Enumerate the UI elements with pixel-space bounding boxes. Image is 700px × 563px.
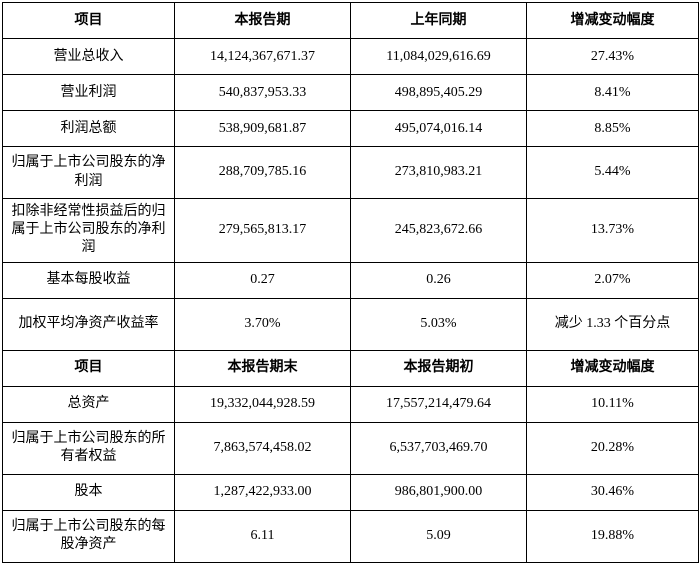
table-row: 基本每股收益0.270.262.07% <box>3 262 699 298</box>
table-cell: 11,084,029,616.69 <box>351 39 527 75</box>
table-cell: 5.44% <box>527 147 699 199</box>
table-cell: 986,801,900.00 <box>351 474 527 510</box>
table-cell: 增减变动幅度 <box>527 3 699 39</box>
table-cell: 扣除非经常性损益后的归属于上市公司股东的净利润 <box>3 199 175 263</box>
table-cell: 538,909,681.87 <box>175 111 351 147</box>
table-row: 归属于上市公司股东的所有者权益7,863,574,458.026,537,703… <box>3 422 699 474</box>
table-cell: 7,863,574,458.02 <box>175 422 351 474</box>
table-cell: 288,709,785.16 <box>175 147 351 199</box>
table-cell: 本报告期初 <box>351 350 527 386</box>
table-cell: 6.11 <box>175 510 351 562</box>
table-cell: 0.26 <box>351 262 527 298</box>
table-row: 股本1,287,422,933.00986,801,900.0030.46% <box>3 474 699 510</box>
table-cell: 营业利润 <box>3 75 175 111</box>
table-cell: 本报告期末 <box>175 350 351 386</box>
table-header-row: 项目本报告期末本报告期初增减变动幅度 <box>3 350 699 386</box>
table-row: 营业利润540,837,953.33498,895,405.298.41% <box>3 75 699 111</box>
table-cell: 1,287,422,933.00 <box>175 474 351 510</box>
table-cell: 2.07% <box>527 262 699 298</box>
table-cell: 17,557,214,479.64 <box>351 386 527 422</box>
table-cell: 19.88% <box>527 510 699 562</box>
table-cell: 5.03% <box>351 298 527 350</box>
table-cell: 14,124,367,671.37 <box>175 39 351 75</box>
table-cell: 归属于上市公司股东的每股净资产 <box>3 510 175 562</box>
table-row: 利润总额538,909,681.87495,074,016.148.85% <box>3 111 699 147</box>
table-cell: 归属于上市公司股东的净利润 <box>3 147 175 199</box>
table-cell: 8.85% <box>527 111 699 147</box>
table-row: 营业总收入14,124,367,671.3711,084,029,616.692… <box>3 39 699 75</box>
table-cell: 利润总额 <box>3 111 175 147</box>
financial-table: 项目本报告期上年同期增减变动幅度营业总收入14,124,367,671.3711… <box>2 2 699 563</box>
table-cell: 营业总收入 <box>3 39 175 75</box>
table-cell: 6,537,703,469.70 <box>351 422 527 474</box>
table-cell: 5.09 <box>351 510 527 562</box>
table-cell: 19,332,044,928.59 <box>175 386 351 422</box>
table-cell: 245,823,672.66 <box>351 199 527 263</box>
table-cell: 540,837,953.33 <box>175 75 351 111</box>
table-cell: 股本 <box>3 474 175 510</box>
table-cell: 本报告期 <box>175 3 351 39</box>
table-cell: 归属于上市公司股东的所有者权益 <box>3 422 175 474</box>
table-cell: 495,074,016.14 <box>351 111 527 147</box>
table-cell: 8.41% <box>527 75 699 111</box>
table-cell: 总资产 <box>3 386 175 422</box>
table-cell: 273,810,983.21 <box>351 147 527 199</box>
table-cell: 27.43% <box>527 39 699 75</box>
table-cell: 279,565,813.17 <box>175 199 351 263</box>
table-cell: 基本每股收益 <box>3 262 175 298</box>
table-cell: 减少 1.33 个百分点 <box>527 298 699 350</box>
table-cell: 上年同期 <box>351 3 527 39</box>
table-cell: 498,895,405.29 <box>351 75 527 111</box>
table-cell: 0.27 <box>175 262 351 298</box>
table-cell: 13.73% <box>527 199 699 263</box>
table-header-row: 项目本报告期上年同期增减变动幅度 <box>3 3 699 39</box>
table-row: 加权平均净资产收益率3.70%5.03%减少 1.33 个百分点 <box>3 298 699 350</box>
table-cell: 项目 <box>3 3 175 39</box>
table-cell: 增减变动幅度 <box>527 350 699 386</box>
table-cell: 20.28% <box>527 422 699 474</box>
table-cell: 30.46% <box>527 474 699 510</box>
table-cell: 加权平均净资产收益率 <box>3 298 175 350</box>
table-row: 总资产19,332,044,928.5917,557,214,479.6410.… <box>3 386 699 422</box>
table-row: 归属于上市公司股东的每股净资产6.115.0919.88% <box>3 510 699 562</box>
table-cell: 3.70% <box>175 298 351 350</box>
table-row: 扣除非经常性损益后的归属于上市公司股东的净利润279,565,813.17245… <box>3 199 699 263</box>
table-cell: 项目 <box>3 350 175 386</box>
table-row: 归属于上市公司股东的净利润288,709,785.16273,810,983.2… <box>3 147 699 199</box>
table-cell: 10.11% <box>527 386 699 422</box>
